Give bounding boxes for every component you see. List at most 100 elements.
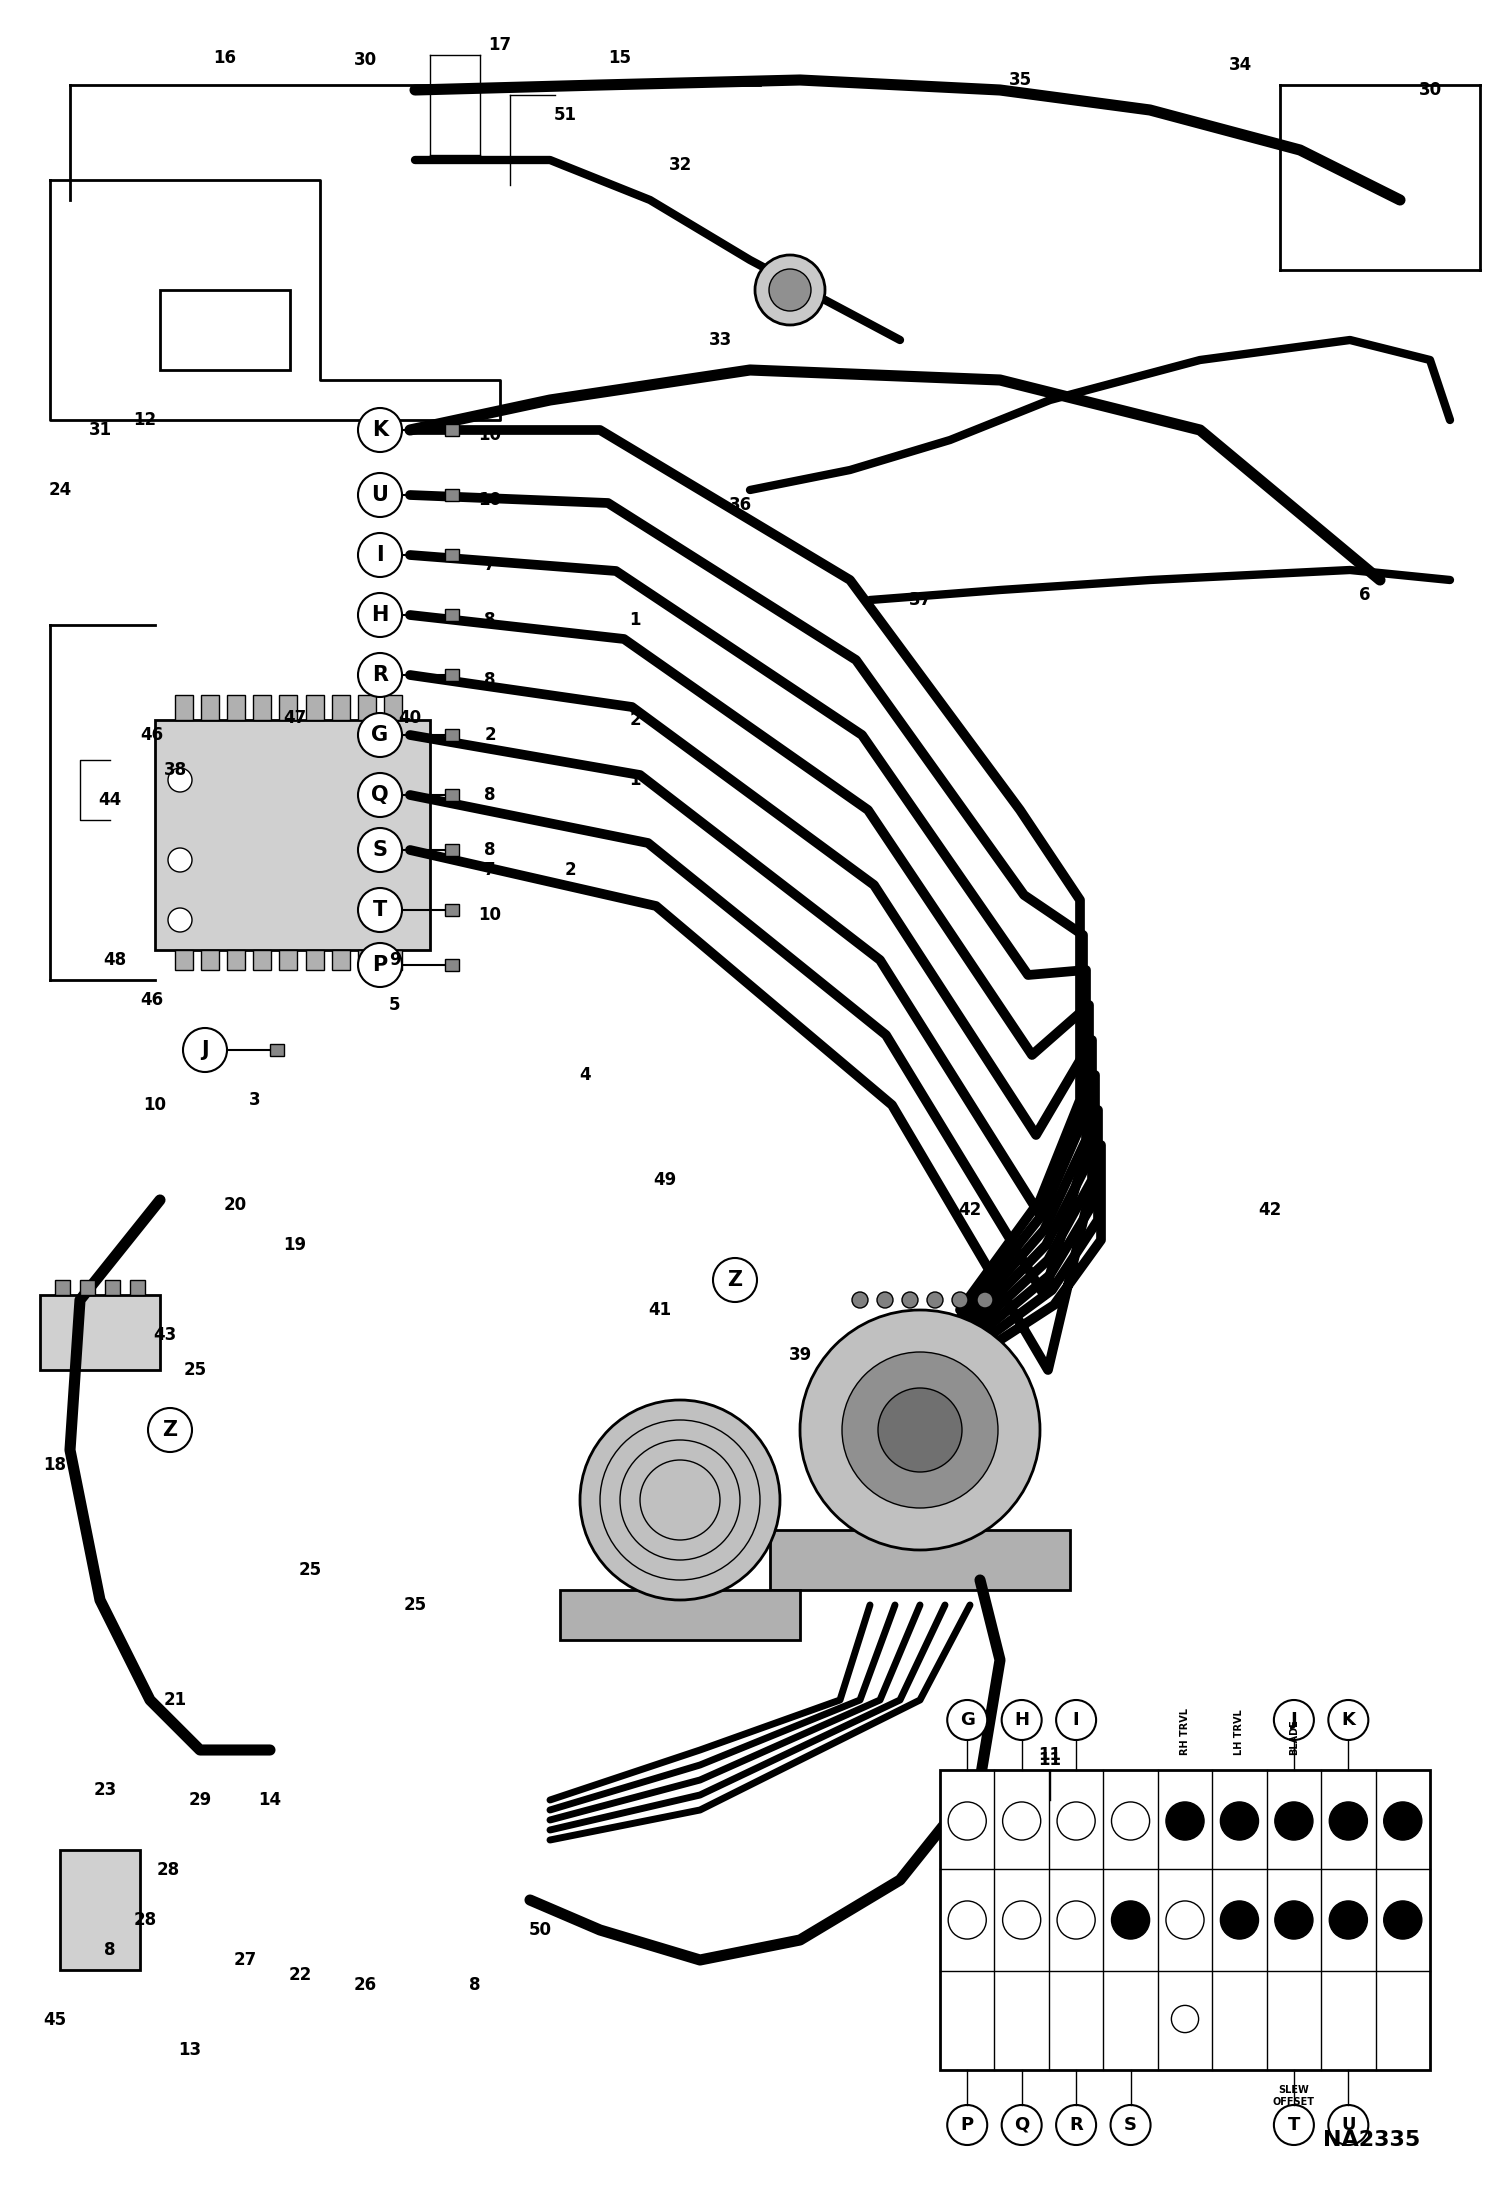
Text: 8: 8 <box>484 840 496 860</box>
Circle shape <box>168 768 192 792</box>
Text: 30: 30 <box>354 50 376 68</box>
Bar <box>253 950 271 969</box>
Bar <box>55 1281 70 1296</box>
Circle shape <box>927 1292 944 1307</box>
Text: BLADE: BLADE <box>1288 1719 1299 1754</box>
Bar <box>60 1851 139 1969</box>
Text: 25: 25 <box>403 1597 427 1614</box>
Circle shape <box>358 772 401 818</box>
Circle shape <box>1002 1901 1041 1939</box>
Text: 42: 42 <box>1258 1202 1282 1219</box>
Circle shape <box>183 1029 228 1072</box>
Text: RH TRVL: RH TRVL <box>1180 1708 1189 1754</box>
Circle shape <box>1002 2105 1041 2145</box>
Circle shape <box>977 1292 993 1307</box>
Bar <box>40 1296 160 1371</box>
Text: 8: 8 <box>484 785 496 805</box>
Circle shape <box>852 1292 867 1307</box>
Text: 40: 40 <box>398 708 421 728</box>
Text: H: H <box>372 605 388 625</box>
Circle shape <box>713 1259 756 1303</box>
Circle shape <box>1110 2105 1150 2145</box>
Text: K: K <box>1341 1711 1356 1728</box>
Text: 14: 14 <box>259 1792 282 1809</box>
Circle shape <box>1056 1700 1097 1739</box>
Text: S: S <box>373 840 388 860</box>
Circle shape <box>358 654 401 697</box>
Circle shape <box>148 1408 192 1452</box>
Circle shape <box>1002 1803 1041 1840</box>
Circle shape <box>947 2105 987 2145</box>
Circle shape <box>1384 1901 1422 1939</box>
Text: H: H <box>1014 1711 1029 1728</box>
Text: 2: 2 <box>565 862 575 879</box>
Bar <box>383 950 401 969</box>
Text: 34: 34 <box>1228 57 1252 75</box>
Bar <box>358 695 376 719</box>
Text: R: R <box>1070 2116 1083 2134</box>
Circle shape <box>878 1388 962 1472</box>
Text: P: P <box>960 2116 974 2134</box>
Text: 35: 35 <box>1008 70 1032 90</box>
Circle shape <box>1165 1803 1204 1840</box>
Circle shape <box>1384 1803 1422 1840</box>
Circle shape <box>358 888 401 932</box>
Text: 16: 16 <box>214 48 237 68</box>
Text: 37: 37 <box>908 590 932 610</box>
Text: R: R <box>372 664 388 684</box>
Bar <box>445 789 458 800</box>
Text: 30: 30 <box>1419 81 1441 99</box>
Bar <box>383 695 401 719</box>
Circle shape <box>1329 1901 1368 1939</box>
Text: 8: 8 <box>105 1941 115 1958</box>
Circle shape <box>755 254 825 325</box>
Bar <box>445 904 458 917</box>
Text: U: U <box>372 485 388 504</box>
Circle shape <box>1221 1901 1258 1939</box>
Text: I: I <box>1073 1711 1080 1728</box>
Text: I: I <box>376 546 383 566</box>
Text: 2: 2 <box>484 726 496 743</box>
Text: 13: 13 <box>178 2042 202 2059</box>
Text: SLEW
OFFSET: SLEW OFFSET <box>1273 2086 1315 2107</box>
Circle shape <box>358 943 401 987</box>
Text: 33: 33 <box>709 331 731 349</box>
Text: Z: Z <box>162 1421 178 1441</box>
Text: 39: 39 <box>788 1347 812 1364</box>
Circle shape <box>953 1292 968 1307</box>
Circle shape <box>358 474 401 518</box>
Text: 10: 10 <box>478 491 502 509</box>
Circle shape <box>948 1803 986 1840</box>
Text: 29: 29 <box>189 1792 211 1809</box>
Text: 50: 50 <box>529 1921 551 1939</box>
Circle shape <box>358 592 401 636</box>
Text: J: J <box>201 1039 208 1059</box>
Bar <box>270 1044 285 1057</box>
Bar <box>445 489 458 500</box>
Text: 26: 26 <box>354 1976 376 1993</box>
Text: 42: 42 <box>959 1202 981 1219</box>
Text: S: S <box>1124 2116 1137 2134</box>
Bar <box>306 695 324 719</box>
Circle shape <box>768 270 810 311</box>
Bar <box>445 958 458 971</box>
Text: 44: 44 <box>99 792 121 809</box>
Text: 48: 48 <box>103 952 126 969</box>
Text: NA2335: NA2335 <box>1323 2129 1420 2149</box>
Circle shape <box>1275 1803 1312 1840</box>
Circle shape <box>1273 1700 1314 1739</box>
Bar <box>160 289 291 371</box>
Circle shape <box>948 1901 986 1939</box>
Bar <box>445 548 458 561</box>
Circle shape <box>1056 2105 1097 2145</box>
Text: 28: 28 <box>133 1910 157 1930</box>
Bar <box>175 695 193 719</box>
Text: 10: 10 <box>478 425 502 443</box>
Bar <box>228 950 246 969</box>
Circle shape <box>168 849 192 873</box>
Circle shape <box>580 1399 780 1601</box>
Bar <box>130 1281 145 1296</box>
Circle shape <box>1165 1901 1204 1939</box>
Text: 1: 1 <box>629 612 641 629</box>
Text: 8: 8 <box>484 671 496 689</box>
